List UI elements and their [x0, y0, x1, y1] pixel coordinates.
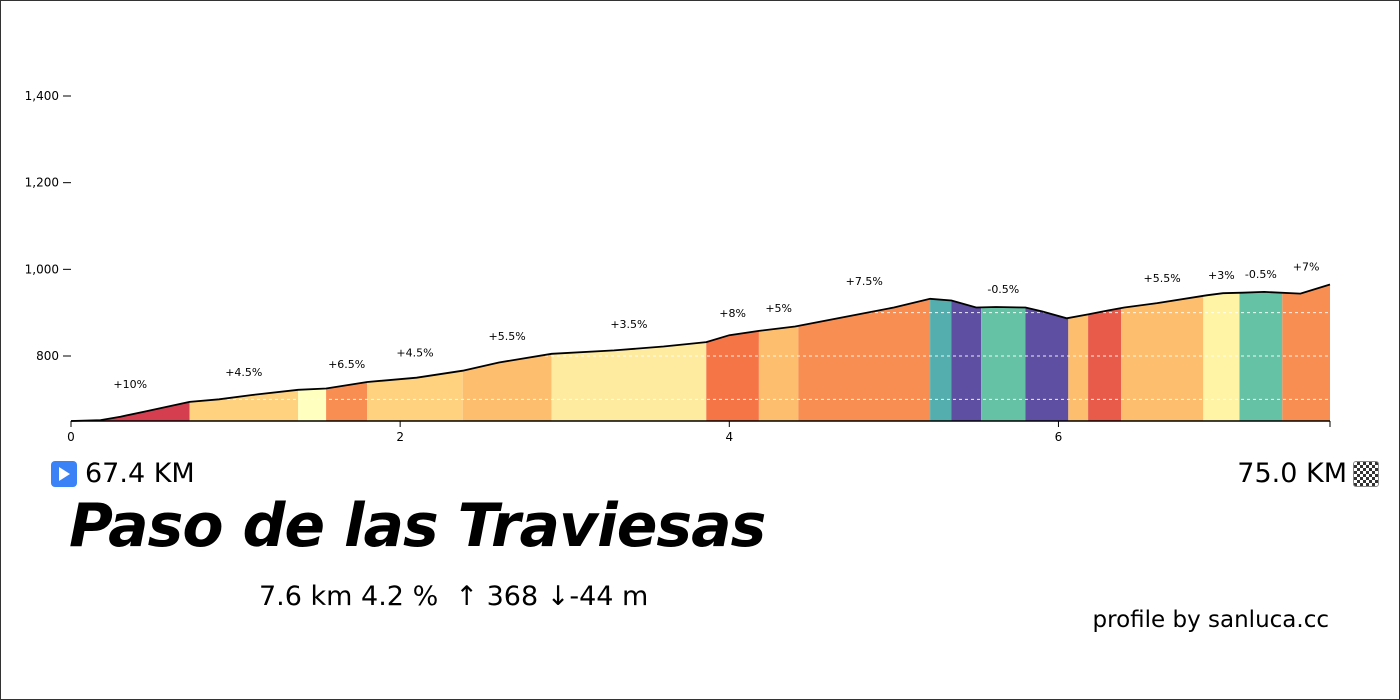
climb-title: Paso de las Traviesas [69, 491, 766, 561]
grade-label: +7% [1293, 261, 1320, 274]
y-tick-label: 800 [36, 349, 59, 363]
elevation-line [70, 283, 1331, 422]
grade-segment-9 [798, 298, 931, 421]
start-distance: 67.4 KM [51, 458, 195, 489]
checkered-flag-icon [1353, 460, 1379, 487]
grade-segment-17 [1203, 292, 1240, 421]
grade-label: +4.5% [396, 347, 433, 360]
grade-segment-10 [930, 298, 952, 421]
x-tick-label: 4 [725, 430, 733, 441]
grade-segment-8 [758, 325, 799, 421]
grade-segment-5 [462, 353, 552, 421]
grade-segment-19 [1282, 284, 1330, 421]
grade-label: +6.5% [328, 358, 365, 371]
grade-label: +10% [113, 378, 147, 391]
grade-segment-2 [298, 388, 327, 421]
grade-label: +8% [719, 307, 746, 320]
grade-label: -0.5% [987, 283, 1019, 296]
play-icon [51, 460, 77, 487]
credit-text: profile by sanluca.cc [1092, 607, 1329, 633]
grade-label: +3% [1208, 269, 1235, 282]
elevation-chart: 0 2 4 6 800 1,000 1,200 1,400 +10% +4.5% +6.5% +4.5… [25, 89, 1331, 441]
y-tick-label: 1,200 [25, 176, 59, 190]
grade-segment-12 [981, 307, 1026, 421]
grade-label: +5% [765, 302, 792, 315]
grade-segment-15 [1088, 308, 1121, 421]
grade-segment-11 [951, 300, 982, 421]
grade-segment-16 [1121, 295, 1204, 421]
grade-segment-3 [326, 382, 368, 421]
y-tick-label: 1,000 [25, 262, 59, 276]
end-distance-label: 75.0 KM [1237, 458, 1347, 489]
grade-label: +5.5% [1144, 272, 1181, 285]
grade-label: -0.5% [1245, 268, 1277, 281]
grade-label: +3.5% [610, 318, 647, 331]
grade-label: +5.5% [489, 330, 526, 343]
grade-segment-14 [1068, 314, 1089, 421]
grade-segment-4 [367, 370, 463, 421]
grade-segment-7 [706, 330, 759, 421]
start-distance-label: 67.4 KM [85, 458, 195, 489]
x-tick-label: 2 [396, 430, 404, 441]
grade-label: +7.5% [846, 275, 883, 288]
y-tick-label: 1,400 [25, 89, 59, 103]
grade-segment-1 [189, 389, 299, 421]
climb-stats: 7.6 km 4.2 % ↑ 368 ↓-44 m [259, 581, 649, 612]
grade-label: +4.5% [225, 366, 262, 379]
x-tick-label: 6 [1055, 430, 1063, 441]
grade-segment-6 [551, 342, 707, 421]
grade-segment-0 [71, 401, 190, 421]
end-distance: 75.0 KM [1237, 458, 1379, 489]
grade-segment-13 [1025, 307, 1069, 421]
x-tick-label: 0 [67, 430, 75, 441]
